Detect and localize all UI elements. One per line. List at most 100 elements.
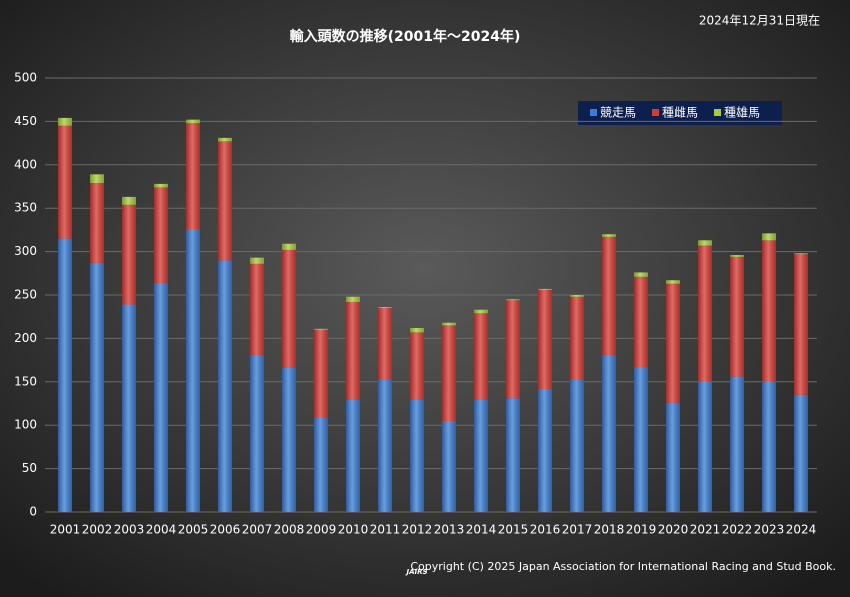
- bar-shine: [154, 282, 168, 512]
- bar-shine: [666, 402, 680, 512]
- bar-shine: [282, 249, 296, 368]
- x-tick-label: 2002: [82, 523, 113, 537]
- x-tick-label: 2001: [50, 523, 81, 537]
- bar-shine: [634, 272, 648, 277]
- x-tick-label: 2017: [562, 523, 593, 537]
- bar-shine: [314, 328, 328, 330]
- bar-shine: [186, 229, 200, 513]
- legend-swatch: [714, 109, 721, 116]
- y-tick-label: 200: [14, 331, 37, 345]
- bar-shine: [410, 327, 424, 333]
- bar-shine: [762, 233, 776, 241]
- chart-title: 輸入頭数の推移(2001年～2024年): [290, 28, 521, 45]
- bar-shine: [346, 301, 360, 401]
- bar-shine: [218, 137, 232, 142]
- bar-shine: [90, 174, 104, 184]
- bar-shine: [634, 276, 648, 368]
- bar-shine: [570, 295, 584, 297]
- bar-shine: [762, 380, 776, 512]
- y-tick-label: 450: [14, 114, 37, 128]
- x-tick-label: 2003: [114, 523, 145, 537]
- bar-shine: [442, 322, 456, 326]
- bar-shine: [794, 394, 808, 512]
- y-tick-label: 100: [14, 418, 37, 432]
- bar-shine: [218, 141, 232, 261]
- y-tick-label: 150: [14, 374, 37, 388]
- x-tick-label: 2021: [690, 523, 721, 537]
- bar-shine: [506, 299, 520, 301]
- x-tick-label: 2013: [434, 523, 465, 537]
- bar-shine: [698, 380, 712, 512]
- bar-shine: [602, 234, 616, 237]
- x-tick-label: 2022: [722, 523, 753, 537]
- bar-shine: [698, 240, 712, 246]
- y-tick-label: 250: [14, 288, 37, 302]
- bar-shine: [474, 309, 488, 314]
- x-tick-label: 2005: [178, 523, 209, 537]
- x-tick-label: 2008: [274, 523, 305, 537]
- bar-shine: [58, 238, 72, 512]
- legend-label: 競走馬: [600, 105, 636, 120]
- bar-shine: [730, 255, 744, 257]
- y-tick-label: 500: [14, 71, 37, 85]
- bar-shine: [122, 204, 136, 305]
- bar-shine: [698, 245, 712, 381]
- x-tick-label: 2014: [466, 523, 497, 537]
- copyright: Copyright (C) 2025 Japan Association for…: [410, 560, 836, 573]
- bar-shine: [730, 376, 744, 512]
- bar-shine: [442, 325, 456, 421]
- bar-shine: [794, 254, 808, 395]
- legend-label: 種雄馬: [724, 105, 760, 120]
- x-tick-label: 2006: [210, 523, 241, 537]
- logo-text: JAIRS: [404, 568, 427, 576]
- bar-shine: [378, 379, 392, 512]
- legend-swatch: [590, 109, 597, 116]
- bar-shine: [602, 236, 616, 355]
- bar-shine: [218, 260, 232, 512]
- bar-shine: [474, 313, 488, 401]
- bar-shine: [602, 354, 616, 512]
- bar-shine: [474, 400, 488, 512]
- bar-shine: [666, 280, 680, 284]
- legend-label: 種雌馬: [662, 105, 698, 120]
- bar-shine: [58, 125, 72, 239]
- bar-shine: [410, 332, 424, 400]
- x-tick-label: 2023: [754, 523, 785, 537]
- bar-shine: [570, 379, 584, 512]
- bar-shine: [186, 119, 200, 124]
- x-tick-label: 2015: [498, 523, 529, 537]
- bar-shine: [282, 367, 296, 512]
- bar-shine: [314, 417, 328, 512]
- bar-shine: [538, 388, 552, 512]
- bar-shine: [794, 253, 808, 255]
- y-tick-label: 50: [22, 461, 37, 475]
- x-tick-label: 2011: [370, 523, 401, 537]
- bar-shine: [378, 307, 392, 309]
- bar-shine: [346, 400, 360, 512]
- bar-shine: [538, 289, 552, 389]
- bar-shine: [250, 354, 264, 512]
- x-tick-label: 2018: [594, 523, 625, 537]
- bar-shine: [570, 296, 584, 380]
- bar-shine: [314, 329, 328, 418]
- y-tick-label: 300: [14, 244, 37, 258]
- bar-shine: [122, 196, 136, 205]
- bar-shine: [634, 367, 648, 512]
- bar-shine: [346, 296, 360, 302]
- bar-shine: [58, 117, 72, 126]
- bar-shine: [506, 398, 520, 512]
- bar-shine: [538, 288, 552, 290]
- bar-shine: [410, 399, 424, 512]
- bar-shine: [730, 256, 744, 377]
- date-note: 2024年12月31日現在: [699, 14, 820, 28]
- bar-shine: [154, 187, 168, 283]
- x-tick-label: 2012: [402, 523, 433, 537]
- x-tick-label: 2004: [146, 523, 177, 537]
- bar-shine: [122, 304, 136, 512]
- y-tick-label: 400: [14, 157, 37, 171]
- x-tick-label: 2010: [338, 523, 369, 537]
- bar-shine: [154, 183, 168, 188]
- bar-shine: [506, 300, 520, 399]
- bar-shine: [762, 240, 776, 381]
